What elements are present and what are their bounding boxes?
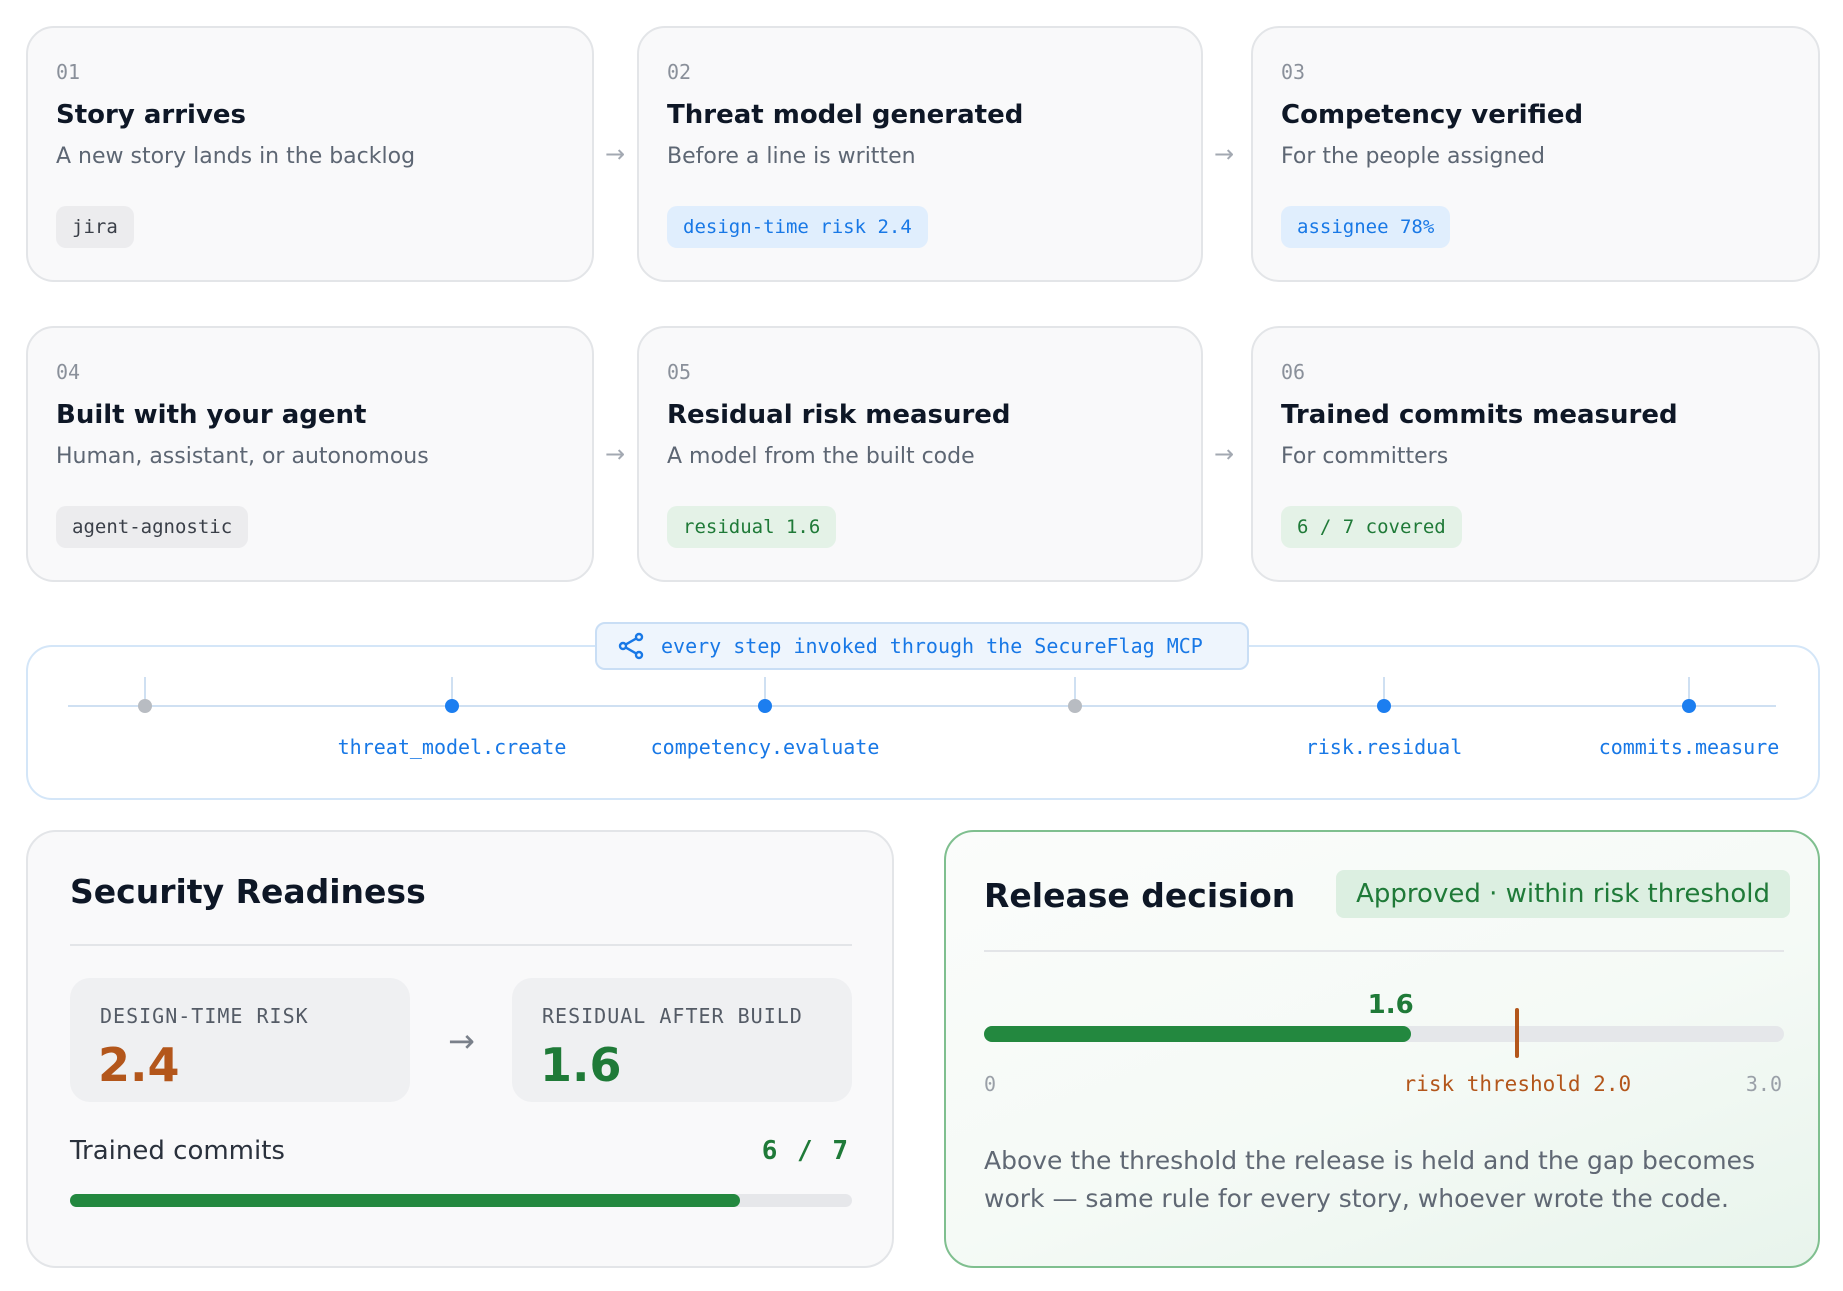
- timeline-node-label: threat_model.create: [337, 735, 567, 759]
- step-card: 01 Story arrives A new story lands in the …: [26, 26, 594, 282]
- step-number: 01: [56, 60, 81, 84]
- timeline-tick: [144, 677, 146, 705]
- arrow-right-icon: →: [1213, 140, 1235, 168]
- step-number: 06: [1281, 360, 1306, 384]
- mcp-timeline: [26, 645, 1820, 800]
- residual-risk-label: RESIDUAL AFTER BUILD: [542, 1004, 803, 1028]
- step-tag: jira: [56, 206, 134, 248]
- design-risk-label: DESIGN-TIME RISK: [100, 1004, 309, 1028]
- design-risk-value: 2.4: [98, 1038, 180, 1092]
- mcp-pill: every step invoked through the SecureFla…: [595, 622, 1249, 670]
- design-risk-box: DESIGN-TIME RISK 2.4: [70, 978, 410, 1102]
- step-card: 05 Residual risk measured A model from the…: [637, 326, 1203, 582]
- arrow-right-icon: →: [448, 1022, 475, 1060]
- step-card: 04 Built with your agent Human, assistant,…: [26, 326, 594, 582]
- current-risk-label: 1.6: [1367, 990, 1414, 1020]
- threshold-marker: [1515, 1008, 1520, 1058]
- step-tag: residual 1.6: [667, 506, 837, 548]
- step-tag: design-time risk 2.4: [667, 206, 928, 248]
- residual-risk-box: RESIDUAL AFTER BUILD 1.6: [512, 978, 852, 1102]
- release-divider: [984, 950, 1784, 952]
- step-number: 05: [667, 360, 692, 384]
- step-card: 02 Threat model generated Before a line is…: [637, 26, 1203, 282]
- timeline-node-label: commits.measure: [1598, 735, 1780, 759]
- step-tag: assignee 78%: [1281, 206, 1451, 248]
- timeline-tick: [764, 677, 766, 705]
- step-subtitle: For committers: [1281, 444, 1449, 469]
- step-title: Trained commits measured: [1281, 400, 1678, 430]
- step-number: 03: [1281, 60, 1306, 84]
- step-subtitle: Before a line is written: [667, 144, 916, 169]
- approved-badge: Approved · within risk threshold: [1336, 870, 1790, 918]
- timeline-tick: [451, 677, 453, 705]
- timeline-node: [138, 699, 152, 713]
- timeline-node: [445, 699, 459, 713]
- release-decision-panel: Release decision Approved · within risk …: [944, 830, 1820, 1268]
- timeline-tick: [1688, 677, 1690, 705]
- timeline-node: [1682, 699, 1696, 713]
- step-number: 04: [56, 360, 81, 384]
- step-subtitle: A model from the built code: [667, 444, 975, 469]
- step-subtitle: Human, assistant, or autonomous: [56, 444, 429, 469]
- security-readiness-panel: Security Readiness DESIGN-TIME RISK 2.4 …: [26, 830, 894, 1268]
- step-title: Residual risk measured: [667, 400, 1011, 430]
- trained-commits-label: Trained commits: [70, 1136, 285, 1166]
- step-number: 02: [667, 60, 692, 84]
- step-tag: agent-agnostic: [56, 506, 249, 548]
- share-icon: [618, 632, 644, 660]
- risk-bar: [984, 1026, 1784, 1042]
- risk-bar-fill: [984, 1026, 1411, 1042]
- timeline-tick: [1074, 677, 1076, 705]
- trained-commits-fill: [70, 1194, 741, 1207]
- timeline-tick: [1383, 677, 1385, 705]
- readiness-title: Security Readiness: [70, 872, 426, 911]
- release-title: Release decision: [984, 876, 1296, 915]
- step-card: 06 Trained commits measured For committers…: [1251, 326, 1820, 582]
- step-title: Story arrives: [56, 100, 246, 130]
- scale-min-label: 0: [984, 1072, 997, 1096]
- arrow-right-icon: →: [604, 140, 626, 168]
- timeline-node: [1377, 699, 1391, 713]
- timeline-node: [758, 699, 772, 713]
- mcp-label: every step invoked through the SecureFla…: [661, 634, 1203, 658]
- step-subtitle: A new story lands in the backlog: [56, 144, 416, 169]
- trained-commits-value: 6 / 7: [761, 1136, 850, 1166]
- scale-max-label: 3.0: [1745, 1072, 1782, 1096]
- trained-commits-bar: [70, 1194, 852, 1207]
- arrow-right-icon: →: [604, 440, 626, 468]
- timeline-node: [1068, 699, 1082, 713]
- step-title: Competency verified: [1281, 100, 1584, 130]
- timeline-node-label: competency.evaluate: [650, 735, 880, 759]
- release-note: Above the threshold the release is held …: [984, 1146, 1756, 1213]
- threshold-label: risk threshold 2.0: [1403, 1072, 1632, 1096]
- residual-risk-value: 1.6: [540, 1038, 622, 1092]
- step-card: 03 Competency verified For the people assi…: [1251, 26, 1820, 282]
- timeline-line: [68, 705, 1776, 707]
- step-title: Built with your agent: [56, 400, 367, 430]
- step-title: Threat model generated: [667, 100, 1024, 130]
- arrow-right-icon: →: [1213, 440, 1235, 468]
- step-tag: 6 / 7 covered: [1281, 506, 1462, 548]
- readiness-divider: [70, 944, 852, 946]
- timeline-node-label: risk.residual: [1305, 735, 1463, 759]
- step-subtitle: For the people assigned: [1281, 144, 1545, 169]
